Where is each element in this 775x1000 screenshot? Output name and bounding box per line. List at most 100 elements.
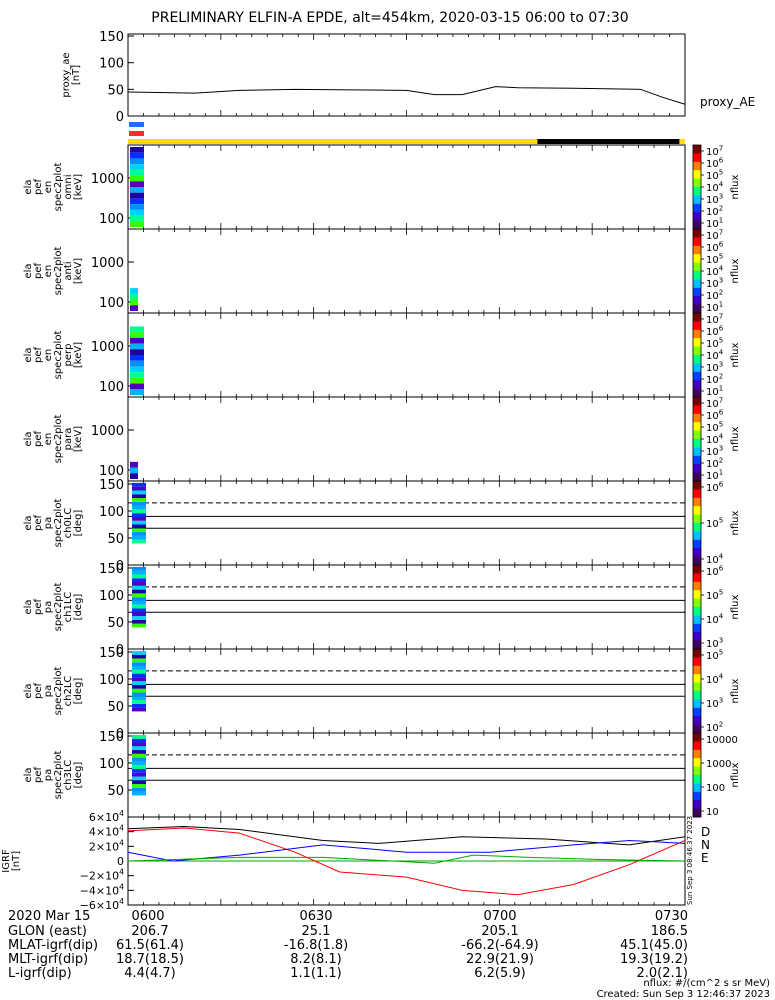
y-axis-label: [keV] <box>73 258 84 284</box>
row-label: GLON (east) <box>8 924 87 939</box>
spectrogram-cell <box>132 570 146 575</box>
spectrogram-cell <box>132 738 146 743</box>
spectrogram-cell <box>132 539 146 544</box>
y-tick-label: 50 <box>107 700 124 715</box>
colorbar-segment <box>693 279 701 289</box>
y-axis-label: spec2plot <box>53 415 64 464</box>
y-axis-label: ch1LC <box>63 592 74 623</box>
y-axis-label: pef <box>33 683 44 700</box>
igrf-line <box>127 854 686 864</box>
row-value: 186.5 <box>651 924 688 939</box>
colorbar-segment <box>693 229 701 238</box>
side-stamp: Sun Sep 3 08:46:37 2023 <box>686 816 694 905</box>
spectrogram-cell <box>132 604 146 609</box>
y-axis-label: pef <box>33 767 44 784</box>
y-tick-label: 100 <box>99 380 124 395</box>
y-tick-label: 150 <box>99 730 124 745</box>
colorbar-segment <box>693 590 701 600</box>
colorbar-segment <box>693 607 701 616</box>
row-value: 45.1(45.0) <box>620 938 688 953</box>
colorbar-segment <box>693 161 701 171</box>
panel-frame <box>127 648 686 734</box>
y-axis-label: IGRF <box>1 849 12 873</box>
y-axis-label: ela <box>23 767 34 782</box>
colorbar-tick-label: 10 <box>706 807 719 818</box>
spectrogram-cell <box>132 535 146 540</box>
colorbar-segment <box>693 733 701 742</box>
spectrogram-cell <box>132 528 146 533</box>
y-tick-label: 4×104 <box>89 824 124 839</box>
y-tick-label: 2×104 <box>89 838 124 853</box>
spectrogram-cell <box>132 658 146 663</box>
y-tick-label: 1000 <box>91 172 124 187</box>
spectrogram-cell <box>130 152 144 159</box>
y-axis-label: [deg] <box>73 510 84 537</box>
colorbar-frame <box>692 732 702 818</box>
y-axis-label: anti <box>63 261 74 280</box>
y-tick-label: 50 <box>107 83 124 98</box>
spectrogram-cell <box>132 501 146 506</box>
colorbar-tick-label: 107 <box>706 145 723 159</box>
spectrogram-cell <box>130 192 144 199</box>
colorbar-segment <box>693 539 701 549</box>
spectrogram-cell <box>132 494 146 499</box>
spectrogram-cell <box>130 326 144 333</box>
y-axis-label: pa <box>43 685 54 697</box>
y-tick-label: 0 <box>116 110 124 125</box>
colorbar-segment <box>693 397 701 406</box>
spectrogram-cell <box>132 578 146 583</box>
spectrogram-cell <box>130 343 144 350</box>
y-axis-label: ela <box>23 263 34 278</box>
colorbar-segment <box>693 170 701 180</box>
spectrogram-cell <box>132 757 146 762</box>
colorbar-tick-label: 103 <box>706 697 723 711</box>
colorbar-tick-label: 105 <box>706 421 723 435</box>
spectrogram-cell <box>132 600 146 605</box>
y-tick-label: 150 <box>99 30 124 45</box>
y-tick-label: −6×104 <box>80 897 124 912</box>
y-axis-label: spec2plot <box>53 499 64 548</box>
y-axis-label: [deg] <box>73 594 84 621</box>
colorbar-segment <box>693 212 701 222</box>
y-axis-label: ela <box>23 179 34 194</box>
colorbar-segment <box>693 304 701 314</box>
row-label: L-igrf(dip) <box>8 966 72 981</box>
colorbar-tick-label: 106 <box>706 409 724 423</box>
spectrogram-cell <box>130 383 144 390</box>
colorbar-tick-label: 105 <box>706 337 723 351</box>
spectrogram-cell <box>132 619 146 624</box>
spectrogram-cell <box>130 215 144 222</box>
x-tick-label: 0600 <box>131 909 164 924</box>
row-value: 6.2(5.9) <box>474 966 526 981</box>
spectrogram-cell <box>130 181 144 187</box>
panel-frame <box>127 312 686 398</box>
y-axis-label: ch2LC <box>63 676 74 707</box>
row-value: 18.7(18.5) <box>116 952 184 967</box>
spectrogram-cell <box>130 389 144 395</box>
colorbar-segment <box>693 665 701 675</box>
colorbar-tick-label: 102 <box>706 721 723 735</box>
y-tick-label: 0 <box>116 559 124 574</box>
colorbar-segment <box>693 245 701 255</box>
spectrogram-cell <box>130 349 144 355</box>
colorbar-segment <box>693 329 701 339</box>
legend-entry: N <box>701 838 710 852</box>
colorbar-segment <box>693 640 701 650</box>
spectrogram-cell <box>132 513 146 517</box>
colorbar-tick-label: 104 <box>706 553 724 567</box>
spectrogram-cell <box>130 461 138 468</box>
colorbar-segment <box>693 623 701 633</box>
spectrogram-cell <box>130 187 144 193</box>
colorbar-tick-label: 105 <box>706 589 723 603</box>
y-tick-label: 1000 <box>91 256 124 271</box>
y-tick-label: 150 <box>99 478 124 493</box>
spectrogram-cell <box>132 791 146 796</box>
y-tick-label: 1000 <box>91 424 124 439</box>
spectrogram-cell <box>132 669 146 674</box>
colorbar-segment <box>693 808 701 818</box>
colorbar-segment <box>693 254 701 264</box>
y-tick-label: 0 <box>116 727 124 742</box>
